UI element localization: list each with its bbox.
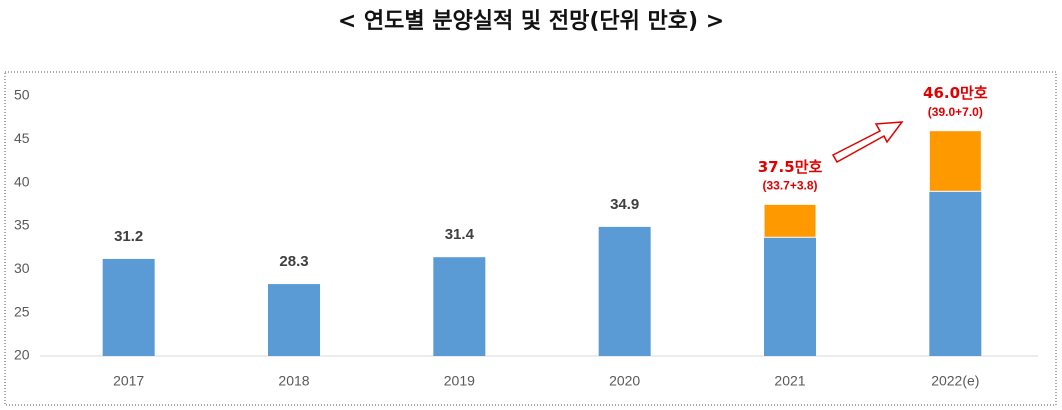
bar-segment	[268, 284, 320, 356]
bar-segment	[929, 191, 982, 356]
chart-frame	[4, 71, 1057, 406]
bar-segment	[433, 257, 486, 356]
y-tick-label: 35	[14, 217, 30, 233]
value-label: 31.2	[114, 228, 143, 245]
total-label: 46.0만호	[923, 84, 988, 102]
breakdown-label: (39.0+7.0)	[928, 105, 983, 119]
x-tick-label: 2019	[444, 373, 475, 389]
x-tick-label: 2021	[774, 373, 805, 389]
x-tick-label: 2022(e)	[931, 373, 979, 389]
y-tick-label: 40	[14, 173, 30, 189]
total-label: 37.5만호	[758, 158, 823, 176]
chart-title: < 연도별 분양실적 및 전망(단위 만호) >	[338, 9, 724, 34]
bar-segment	[102, 258, 155, 356]
breakdown-label: (33.7+3.8)	[762, 179, 817, 193]
x-tick-label: 2017	[113, 373, 144, 389]
value-label: 34.9	[610, 196, 639, 213]
y-tick-label: 50	[14, 87, 30, 103]
bar-segment	[928, 130, 982, 192]
x-tick-label: 2018	[278, 373, 309, 389]
bar-segment	[598, 226, 651, 356]
y-tick-label: 20	[14, 347, 30, 363]
y-tick-label: 25	[14, 303, 30, 319]
value-label: 28.3	[279, 253, 308, 270]
y-tick-label: 45	[14, 130, 30, 146]
value-label: 31.4	[445, 226, 475, 243]
bar-segment	[764, 237, 816, 356]
y-tick-label: 30	[14, 260, 30, 276]
x-tick-label: 2020	[609, 373, 640, 389]
bar-segment	[763, 203, 817, 238]
trend-arrow	[831, 121, 904, 164]
